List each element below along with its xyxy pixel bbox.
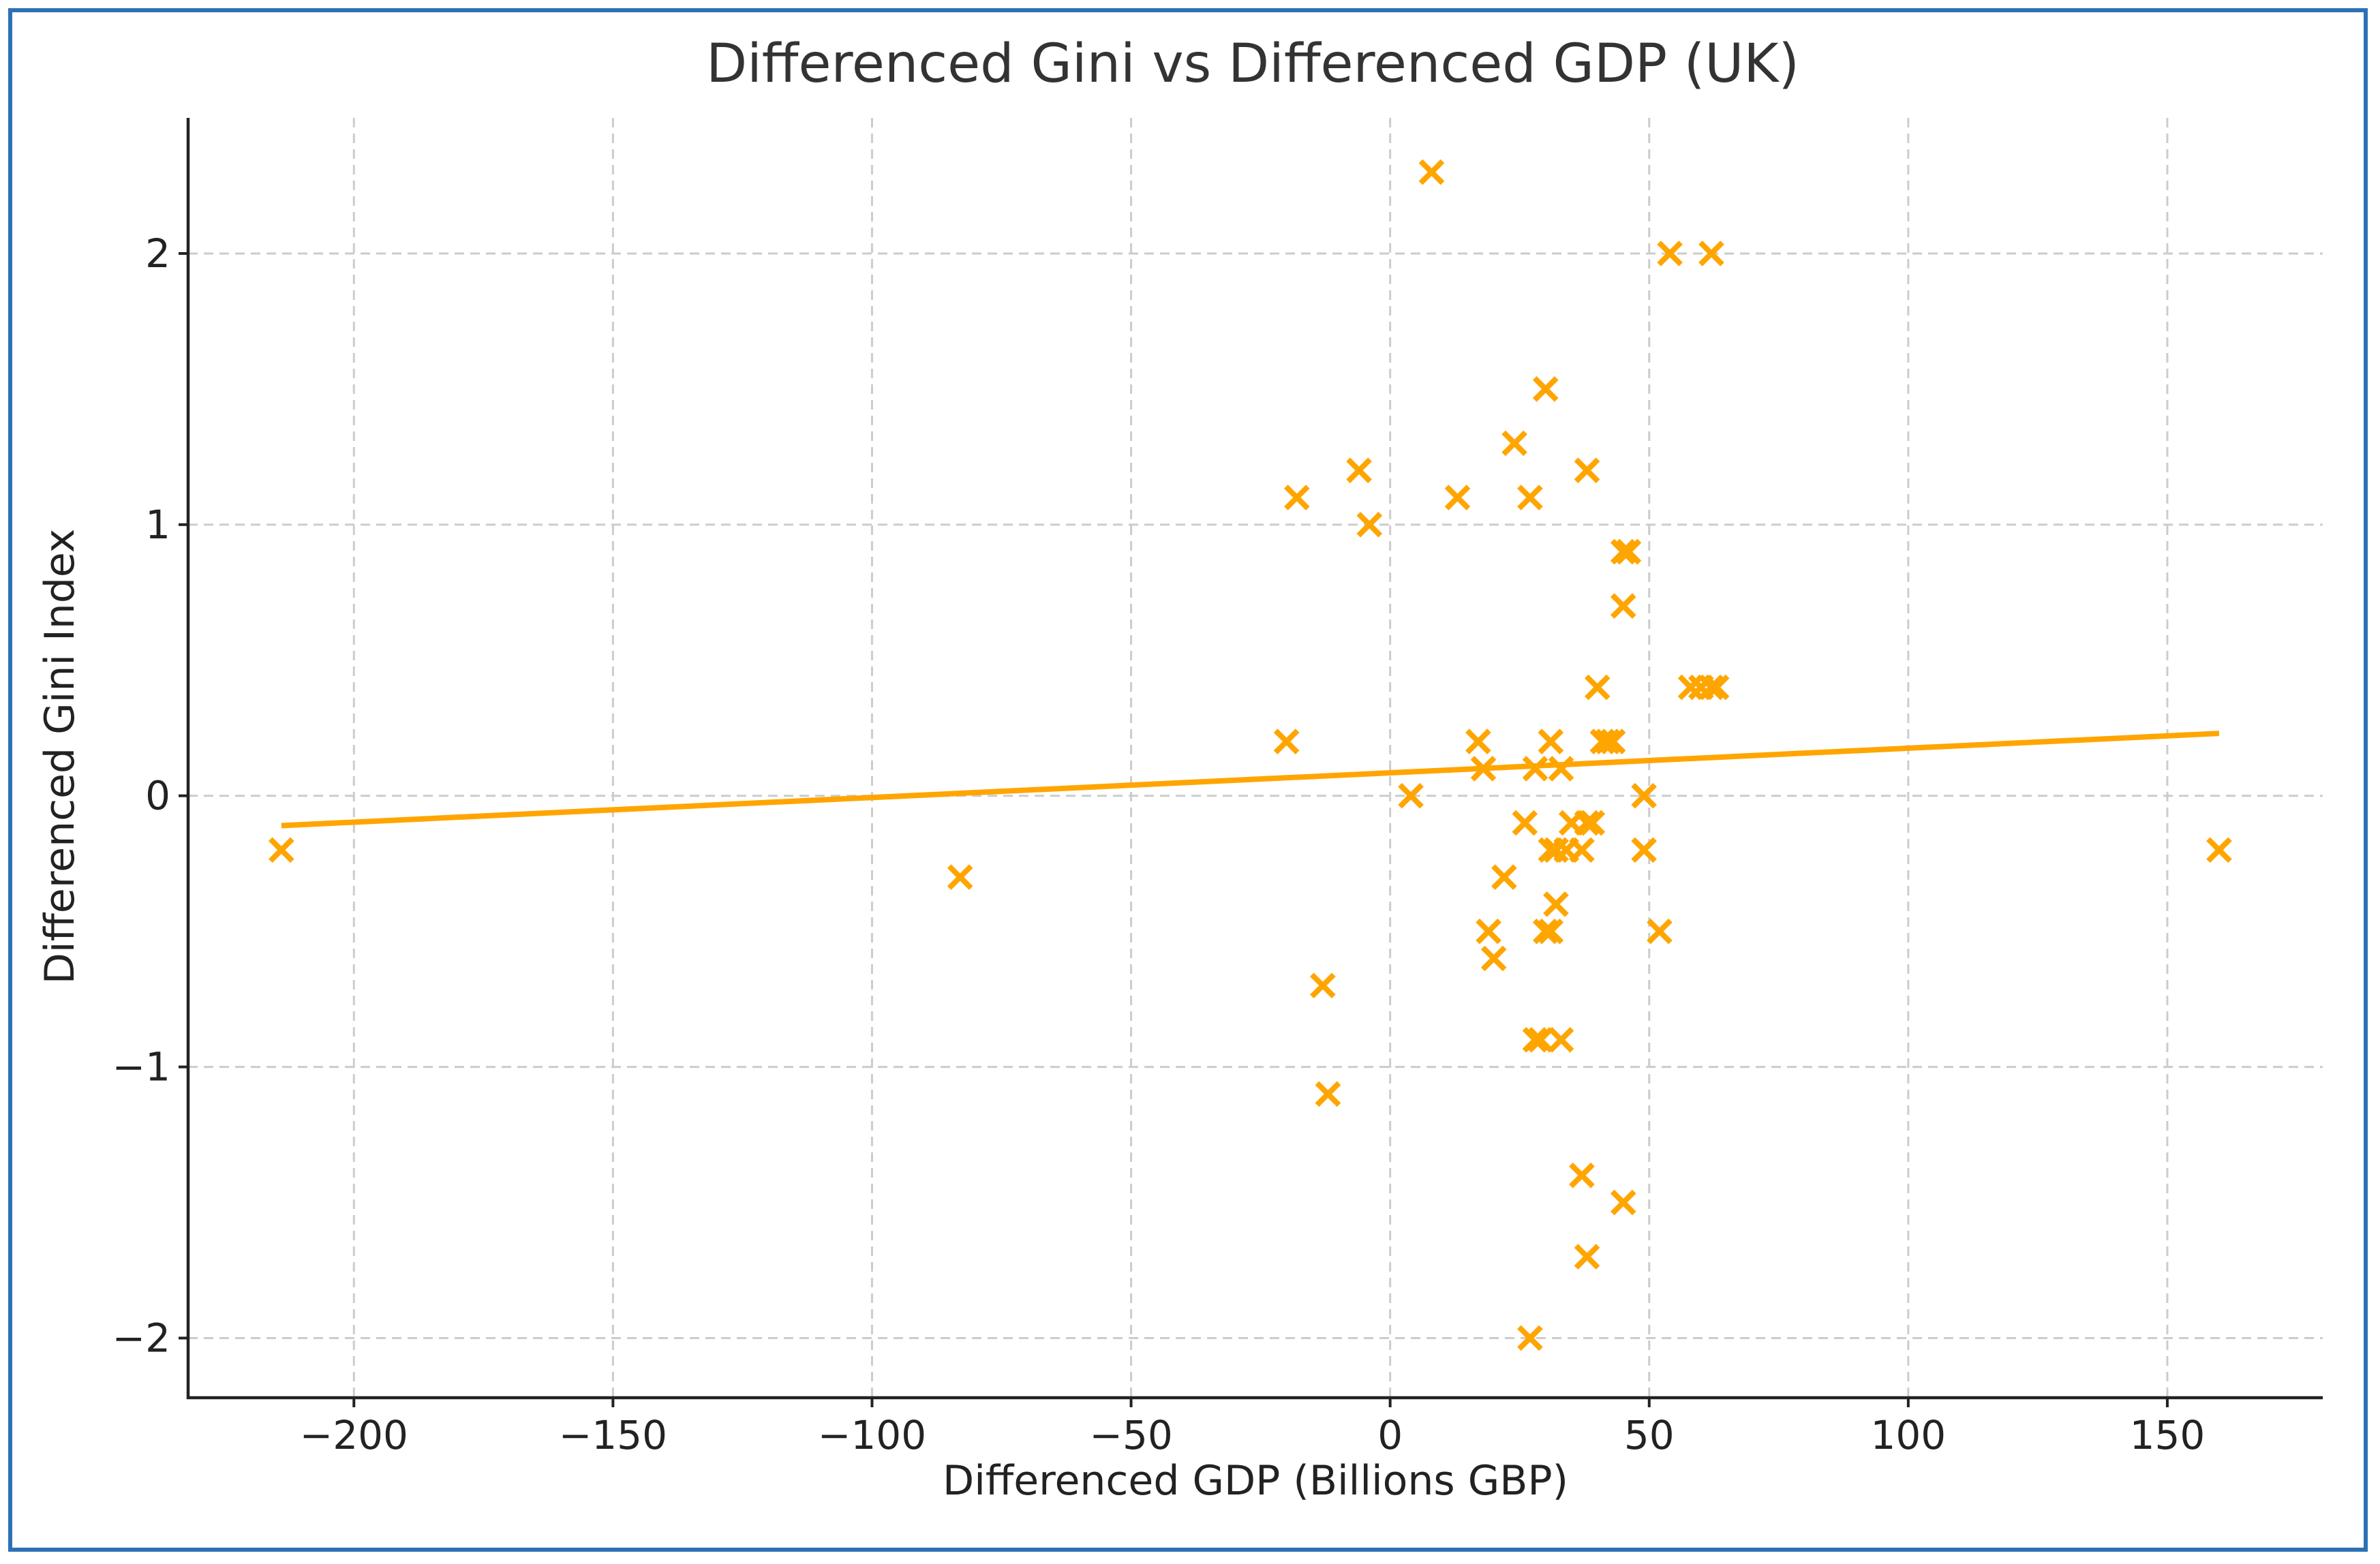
data-point (1543, 837, 1569, 863)
x-tick-label: 100 (1870, 1412, 1946, 1458)
data-point (1418, 159, 1445, 185)
grid (188, 118, 2323, 1398)
data-point (1356, 511, 1383, 538)
data-point (1698, 241, 1724, 266)
data-point (1491, 864, 1517, 890)
data-point (1532, 918, 1559, 945)
data-point (1315, 1081, 1341, 1107)
data-point (1647, 918, 1673, 945)
x-tick-label: −200 (300, 1412, 408, 1458)
axis-ticks: −200 −150 −100 −50 0 50 100 150 −2 −1 0 1 2 (112, 230, 2206, 1458)
x-tick-label: 0 (1377, 1412, 1403, 1458)
y-tick-label: −1 (112, 1044, 171, 1090)
data-point (947, 864, 973, 890)
data-point (1548, 756, 1574, 782)
data-point (1569, 1162, 1595, 1189)
data-point (1480, 945, 1507, 972)
data-point (1657, 241, 1683, 266)
data-point (1522, 1026, 1548, 1053)
data-point (1610, 593, 1636, 619)
data-point (1476, 918, 1501, 945)
data-point (1631, 782, 1657, 809)
data-point (1600, 729, 1626, 754)
data-point (1631, 837, 1657, 863)
data-points (269, 159, 2232, 1351)
data-point (1595, 729, 1621, 754)
data-point (1346, 457, 1372, 484)
data-point (1548, 1026, 1574, 1053)
data-point (1470, 756, 1497, 782)
data-point (1527, 1026, 1553, 1053)
scatter-chart: Differenced Gini vs Differenced GDP (UK)… (36, 33, 2323, 1505)
data-point (1610, 1189, 1636, 1216)
x-axis-label: Differenced GDP (Billions GBP) (943, 1457, 1568, 1505)
data-point (1574, 457, 1600, 484)
y-tick-label: 2 (145, 230, 170, 277)
y-tick-label: −2 (112, 1315, 171, 1361)
x-tick-label: −150 (559, 1412, 667, 1458)
x-tick-label: 50 (1624, 1412, 1675, 1458)
data-point (1610, 538, 1636, 565)
y-tick-label: 0 (145, 773, 170, 819)
data-point (1444, 485, 1471, 510)
data-point (1398, 782, 1424, 809)
data-point (1538, 729, 1564, 754)
chart-frame: Differenced Gini vs Differenced GDP (UK)… (8, 8, 2368, 1552)
data-point (1532, 376, 1559, 402)
trend-line (281, 731, 2220, 829)
data-point (1501, 430, 1527, 457)
x-tick-label: 150 (2130, 1412, 2206, 1458)
x-tick-label: −50 (1089, 1412, 1172, 1458)
data-point (1283, 485, 1310, 510)
axis-spines (186, 118, 2323, 1400)
data-point (1512, 810, 1538, 836)
data-point (1517, 485, 1543, 510)
y-tick-label: 1 (145, 502, 170, 548)
data-point (1579, 810, 1605, 836)
data-point (1465, 729, 1491, 754)
data-point (1698, 674, 1724, 701)
data-point (2206, 837, 2232, 863)
data-point (1574, 1244, 1600, 1270)
data-point (1273, 729, 1300, 754)
data-point (1538, 918, 1564, 945)
data-point (1615, 538, 1642, 565)
data-point (269, 837, 294, 863)
data-point (1574, 810, 1600, 836)
data-point (1703, 674, 1730, 701)
data-point (1584, 674, 1611, 701)
x-tick-label: −100 (818, 1412, 926, 1458)
data-point (1543, 891, 1569, 917)
data-point (1677, 674, 1704, 701)
data-point (1517, 1325, 1543, 1351)
data-point (1589, 729, 1616, 754)
data-point (1309, 972, 1336, 999)
data-point (1569, 837, 1595, 863)
y-axis-label: Differenced Gini Index (36, 529, 84, 985)
data-point (1522, 756, 1548, 782)
chart-title: Differenced Gini vs Differenced GDP (UK) (706, 33, 1799, 95)
